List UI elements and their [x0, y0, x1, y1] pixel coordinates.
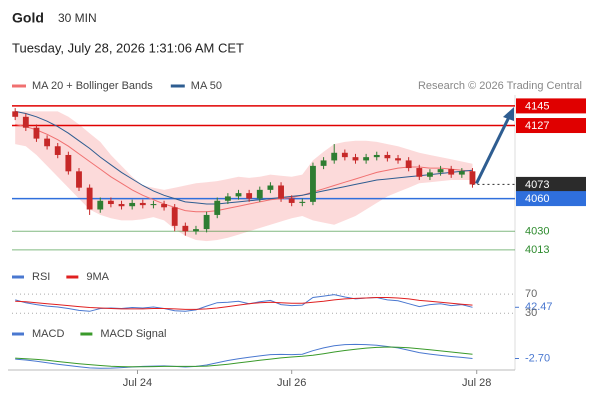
y-tick-label: 70	[525, 288, 537, 300]
candle-body	[76, 171, 82, 188]
candle-body	[395, 158, 401, 161]
indicator-line	[15, 297, 473, 310]
candle-body	[107, 200, 114, 205]
candle-body	[129, 202, 136, 207]
candle-body	[384, 154, 391, 159]
title: Gold	[12, 10, 44, 26]
candle-body	[416, 168, 423, 177]
candle-body	[267, 185, 274, 190]
candle-body	[118, 204, 125, 207]
level-box	[516, 176, 586, 192]
candle-body	[469, 171, 476, 185]
candle-body	[203, 214, 210, 230]
candle-body	[427, 172, 433, 177]
legend-label: MA 20 + Bollinger Bands	[32, 80, 153, 92]
moving-average	[15, 110, 473, 205]
x-tick-label: Jul 28	[462, 377, 491, 389]
indicator-line	[15, 346, 473, 368]
level-label: 4030	[525, 226, 549, 238]
candle-body	[299, 201, 306, 203]
indicator-line	[15, 294, 473, 312]
candle-body	[54, 146, 61, 155]
trend-arrow-head	[503, 107, 514, 121]
level-label: 4145	[525, 100, 549, 112]
candle-body	[193, 229, 199, 232]
candle-body	[22, 116, 29, 128]
candle-body	[65, 154, 72, 172]
candle-body	[278, 185, 284, 199]
legend-label: MA 50	[191, 80, 222, 92]
candle-body	[458, 171, 465, 175]
legend-label: 9MA	[86, 271, 109, 283]
candle-body	[373, 154, 380, 158]
y-tick-label: -2.70	[525, 352, 550, 364]
interval: 30 MIN	[58, 11, 97, 25]
candle-body	[352, 157, 359, 161]
timestamp: Tuesday, July 28, 2026 1:31:06 AM CET	[12, 40, 244, 55]
candle-body	[12, 111, 19, 117]
candle-body	[405, 160, 412, 169]
candle-body	[224, 196, 231, 201]
candle-body	[33, 127, 40, 139]
candle-body	[256, 189, 263, 199]
level-box	[516, 118, 586, 134]
candle-body	[310, 165, 316, 202]
level-label: 4060	[525, 193, 549, 205]
candle-body	[86, 187, 93, 210]
y-tick-label: 42.47	[525, 301, 553, 313]
credit: Research © 2026 Trading Central	[418, 80, 582, 92]
candle-body	[182, 225, 189, 232]
candle-body	[161, 204, 167, 208]
x-tick-label: Jul 24	[123, 377, 152, 389]
candle-body	[97, 200, 104, 210]
candle-body	[150, 204, 157, 206]
candle-body	[331, 152, 338, 161]
level-label: 4073	[525, 179, 549, 191]
candle-body	[171, 207, 178, 226]
candle-body	[288, 198, 295, 203]
candle-body	[341, 152, 348, 158]
trend-arrow	[475, 116, 511, 185]
candle-body	[235, 193, 242, 197]
candle-body	[437, 169, 444, 173]
y-tick-label: 30	[525, 307, 537, 319]
legend-label: RSI	[32, 271, 50, 283]
level-label: 4127	[525, 120, 549, 132]
candle-body	[448, 169, 455, 175]
candle-body	[44, 138, 51, 147]
legend-label: MACD	[32, 328, 64, 340]
x-tick-label: Jul 26	[277, 377, 306, 389]
level-label: 4013	[525, 244, 549, 256]
candle-body	[214, 200, 221, 215]
candle-body	[246, 193, 253, 199]
bollinger-band	[15, 111, 473, 242]
moving-average	[15, 123, 473, 213]
level-box	[516, 98, 586, 114]
candle-body	[363, 157, 370, 161]
candle-body	[139, 202, 146, 206]
legend-label: MACD Signal	[100, 328, 166, 340]
candle-body	[320, 160, 327, 166]
level-box	[516, 191, 586, 207]
